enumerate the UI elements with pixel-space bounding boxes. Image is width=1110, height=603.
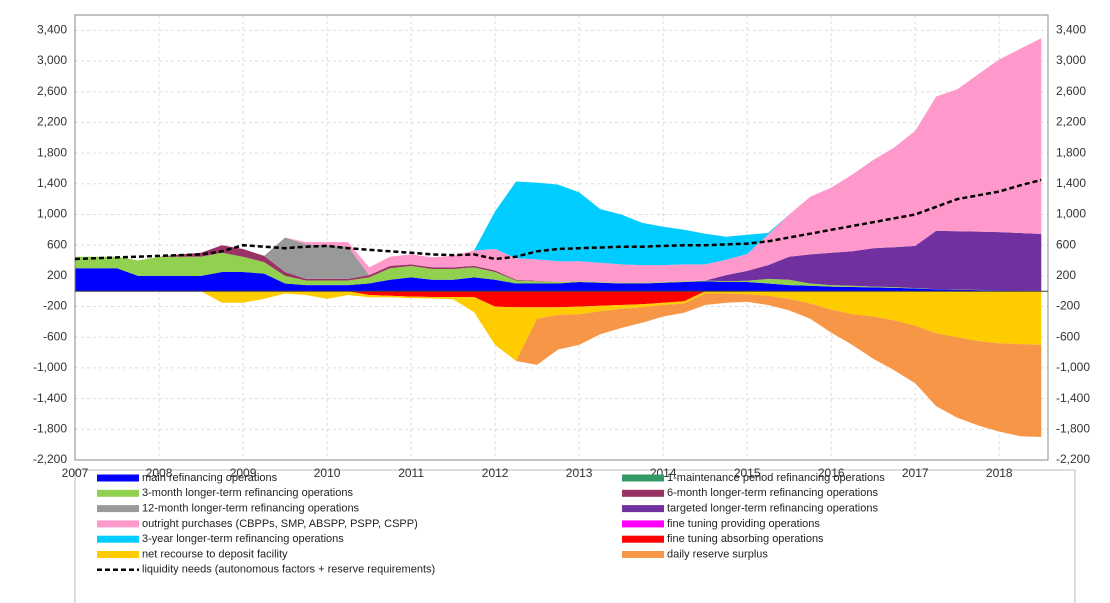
legend-swatch xyxy=(97,505,139,513)
area xyxy=(75,252,1042,291)
y-tick-label: 3,000 xyxy=(37,53,67,67)
area xyxy=(75,237,1042,291)
area xyxy=(75,291,1042,361)
legend-label: targeted longer-term refinancing operati… xyxy=(667,503,878,515)
areas xyxy=(75,38,1042,437)
area xyxy=(75,268,1042,292)
legend-label: liquidity needs (autonomous factors + re… xyxy=(142,564,435,576)
y-tick-label: -1,400 xyxy=(33,391,67,405)
legend-swatch xyxy=(97,520,139,528)
legend-label: main refinancing operations xyxy=(142,472,278,484)
x-tick-label: 2011 xyxy=(398,466,424,480)
y-tick-label: 1,400 xyxy=(37,176,67,190)
legend-swatch xyxy=(622,551,664,558)
x-tick-label: 2008 xyxy=(146,466,173,480)
x-tick-label: 2015 xyxy=(734,466,761,480)
legend-box xyxy=(74,469,1076,603)
y-tick-label: -600 xyxy=(43,329,67,343)
y-tick-label: 1,000 xyxy=(37,207,67,221)
area xyxy=(75,245,1042,291)
legend-swatch xyxy=(97,551,139,558)
y2-tick-label: -1,400 xyxy=(1056,391,1090,405)
y-tick-label: 2,600 xyxy=(37,84,67,98)
y2-tick-label: -2,200 xyxy=(1056,452,1090,466)
y-tick-label: 200 xyxy=(47,268,67,282)
y-tick-label: -1,000 xyxy=(33,360,67,374)
y2-tick-label: 3,000 xyxy=(1056,53,1086,67)
legend-swatch xyxy=(97,474,139,482)
y-tick-label: 3,400 xyxy=(37,23,67,37)
x-tick-label: 2012 xyxy=(482,466,509,480)
y2-tick-label: -1,000 xyxy=(1056,360,1090,374)
y-tick-label: 1,800 xyxy=(37,145,67,159)
x-tick-label: 2009 xyxy=(230,466,257,480)
x-tick-label: 2010 xyxy=(314,466,341,480)
y2-tick-label: 1,000 xyxy=(1056,207,1086,221)
y2-tick-label: 600 xyxy=(1056,237,1076,251)
legend-swatch xyxy=(97,489,139,497)
area xyxy=(75,38,1042,283)
y2-tick-label: -600 xyxy=(1056,329,1080,343)
y2-tick-label: 1,800 xyxy=(1056,145,1086,159)
legend-label: outright purchases (CBPPs, SMP, ABSPP, P… xyxy=(142,518,418,530)
legend-label: fine tuning absorbing operations xyxy=(667,533,824,545)
y-tick-label: -1,800 xyxy=(33,421,67,435)
legend-swatch xyxy=(622,505,664,513)
x-tick-label: 2017 xyxy=(902,466,929,480)
x-tick-label: 2007 xyxy=(62,466,89,480)
legend-swatch xyxy=(622,474,664,482)
x-tick-label: 2018 xyxy=(986,466,1013,480)
area xyxy=(75,291,1042,308)
y2-tick-label: 2,200 xyxy=(1056,115,1086,129)
legend-swatch xyxy=(97,535,139,543)
plot-frame xyxy=(74,14,1049,461)
y-tick-label: 600 xyxy=(47,237,67,251)
x-tick-label: 2016 xyxy=(818,466,845,480)
y-tick-label: -2,200 xyxy=(33,452,67,466)
legend-label: 12-month longer-term refinancing operati… xyxy=(142,503,360,515)
legend-label: 3-month longer-term refinancing operatio… xyxy=(142,487,353,499)
x-tick-label: 2013 xyxy=(566,466,593,480)
y2-tick-label: 200 xyxy=(1056,268,1076,282)
y2-tick-label: 1,400 xyxy=(1056,176,1086,190)
legend-swatch xyxy=(622,535,664,543)
legend-label: 1-maintenance period refinancing operati… xyxy=(667,472,885,484)
legend-swatch xyxy=(622,520,664,528)
legend-label: fine tuning providing operations xyxy=(667,518,820,530)
legend-label: 3-year longer-term refinancing operation… xyxy=(142,533,344,545)
y-tick-label: -200 xyxy=(43,299,67,313)
y2-tick-label: -200 xyxy=(1056,299,1080,313)
area xyxy=(75,38,1042,268)
legend-label: daily reserve surplus xyxy=(667,548,768,560)
area xyxy=(75,230,1042,291)
y2-tick-label: 2,600 xyxy=(1056,84,1086,98)
y2-tick-label: 3,400 xyxy=(1056,23,1086,37)
y-tick-label: 2,200 xyxy=(37,115,67,129)
legend-label: 6-month longer-term refinancing operatio… xyxy=(667,487,878,499)
legend-label: net recourse to deposit facility xyxy=(142,548,288,560)
legend-swatch xyxy=(622,489,664,497)
line xyxy=(74,178,1042,261)
area xyxy=(75,291,1042,437)
y2-tick-label: -1,800 xyxy=(1056,421,1090,435)
